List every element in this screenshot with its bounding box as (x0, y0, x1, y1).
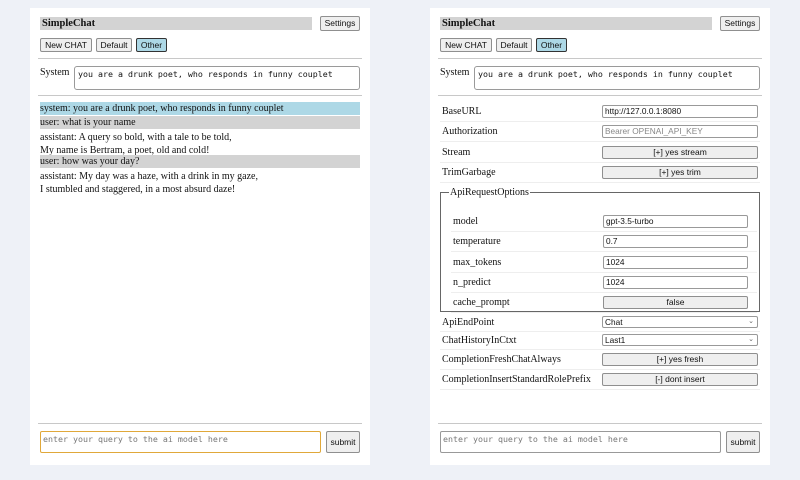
option-cache-prompt: cache_prompt false (451, 293, 757, 313)
divider (38, 95, 362, 96)
message-line: I stumbled and staggered, in a most absu… (40, 184, 236, 195)
message-system: system: you are a drunk poet, who respon… (40, 102, 360, 115)
chat-history-label: ChatHistoryInCtxt (442, 335, 517, 346)
setting-fresh-chat: CompletionFreshChatAlways [+] yes fresh (440, 350, 760, 370)
authorization-input[interactable]: Bearer OPENAI_API_KEY (602, 125, 758, 138)
app-title: SimpleChat (440, 17, 712, 30)
setting-authorization: Authorization Bearer OPENAI_API_KEY (440, 122, 760, 142)
temperature-label: temperature (453, 236, 501, 247)
temperature-input[interactable]: 0.7 (603, 235, 748, 248)
message-assistant: assistant: A query so bold, with a tale … (40, 131, 360, 157)
message-line: assistant: A query so bold, with a tale … (40, 132, 232, 143)
other-chat-button[interactable]: Other (136, 38, 167, 52)
option-n-predict: n_predict 1024 (451, 273, 757, 293)
settings-panel: SimpleChat Settings New CHAT Default Oth… (430, 8, 770, 465)
trim-garbage-toggle[interactable]: [+] yes trim (602, 166, 758, 179)
model-label: model (453, 216, 478, 227)
chat-history-value: Last1 (605, 335, 626, 345)
system-prompt-input[interactable]: you are a drunk poet, who responds in fu… (474, 66, 760, 90)
api-endpoint-value: Chat (605, 317, 623, 327)
base-url-label: BaseURL (442, 106, 482, 117)
insert-prefix-label: CompletionInsertStandardRolePrefix (442, 374, 591, 385)
divider (438, 58, 762, 59)
n-predict-input[interactable]: 1024 (603, 276, 748, 289)
submit-button[interactable]: submit (326, 431, 360, 453)
settings-button[interactable]: Settings (320, 16, 360, 31)
app-title: SimpleChat (40, 17, 312, 30)
max-tokens-input[interactable]: 1024 (603, 256, 748, 269)
setting-stream: Stream [+] yes stream (440, 143, 760, 163)
fresh-chat-label: CompletionFreshChatAlways (442, 354, 561, 365)
default-chat-button[interactable]: Default (96, 38, 132, 52)
default-chat-button[interactable]: Default (496, 38, 532, 52)
stream-toggle[interactable]: [+] yes stream (602, 146, 758, 159)
chevron-down-icon: ⌄ (748, 318, 754, 325)
system-label: System (40, 67, 70, 78)
setting-api-endpoint: ApiEndPoint Chat ⌄ (440, 314, 760, 332)
option-temperature: temperature 0.7 (451, 232, 757, 252)
api-request-options-legend: ApiRequestOptions (450, 187, 529, 198)
message-user: user: what is your name (40, 116, 360, 129)
setting-insert-prefix: CompletionInsertStandardRolePrefix [-] d… (440, 370, 760, 390)
api-request-options: ApiRequestOptions model gpt-3.5-turbo te… (440, 187, 760, 313)
chat-panel: SimpleChat Settings New CHAT Default Oth… (30, 8, 370, 465)
authorization-label: Authorization (442, 126, 498, 137)
api-endpoint-select[interactable]: Chat ⌄ (602, 316, 758, 328)
divider (438, 95, 762, 96)
max-tokens-label: max_tokens (453, 257, 502, 268)
query-input[interactable]: enter your query to the ai model here (40, 431, 321, 453)
chat-history-select[interactable]: Last1 ⌄ (602, 334, 758, 346)
settings-button[interactable]: Settings (720, 16, 760, 31)
setting-base-url: BaseURL http://127.0.0.1:8080 (440, 102, 760, 122)
option-model: model gpt-3.5-turbo (451, 212, 757, 232)
stream-label: Stream (442, 147, 471, 158)
submit-button[interactable]: submit (726, 431, 760, 453)
base-url-input[interactable]: http://127.0.0.1:8080 (602, 105, 758, 118)
system-label: System (440, 67, 470, 78)
divider (38, 423, 362, 424)
new-chat-button[interactable]: New CHAT (40, 38, 92, 52)
cache-prompt-toggle[interactable]: false (603, 296, 748, 309)
option-max-tokens: max_tokens 1024 (451, 253, 757, 273)
message-user: user: how was your day? (40, 155, 360, 168)
insert-prefix-toggle[interactable]: [-] dont insert (602, 373, 758, 386)
divider (38, 58, 362, 59)
n-predict-label: n_predict (453, 277, 491, 288)
other-chat-button[interactable]: Other (536, 38, 567, 52)
trim-garbage-label: TrimGarbage (442, 167, 496, 178)
message-line: assistant: My day was a haze, with a dri… (40, 171, 258, 182)
api-endpoint-label: ApiEndPoint (442, 317, 495, 328)
divider (438, 423, 762, 424)
query-input[interactable]: enter your query to the ai model here (440, 431, 721, 453)
setting-trim-garbage: TrimGarbage [+] yes trim (440, 163, 760, 183)
chevron-down-icon: ⌄ (748, 336, 754, 343)
model-input[interactable]: gpt-3.5-turbo (603, 215, 748, 228)
fresh-chat-toggle[interactable]: [+] yes fresh (602, 353, 758, 366)
new-chat-button[interactable]: New CHAT (440, 38, 492, 52)
cache-prompt-label: cache_prompt (453, 297, 510, 308)
message-assistant: assistant: My day was a haze, with a dri… (40, 170, 360, 196)
system-prompt-input[interactable]: you are a drunk poet, who responds in fu… (74, 66, 360, 90)
message-line: My name is Bertram, a poet, old and cold… (40, 145, 210, 156)
setting-chat-history: ChatHistoryInCtxt Last1 ⌄ (440, 332, 760, 350)
